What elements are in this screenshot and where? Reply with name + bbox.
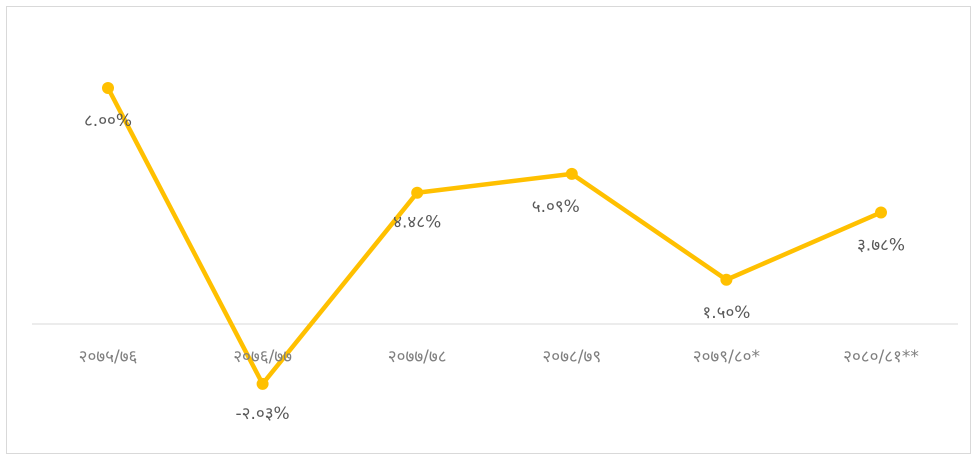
data-label-2: -२.०३% <box>235 404 289 424</box>
data-point-6 <box>875 206 887 219</box>
data-label-6: ३.७८% <box>857 235 905 255</box>
x-tick-label-5: २०७९/८०* <box>693 347 760 367</box>
chart-frame <box>6 6 971 454</box>
series-line <box>105 85 884 387</box>
data-label-4: ५.०९% <box>532 197 580 217</box>
x-tick-label-1: २०७५/७६ <box>79 347 138 367</box>
data-label-1: ८.००% <box>84 111 132 131</box>
data-point-4 <box>565 167 578 180</box>
data-point-5 <box>720 273 733 286</box>
data-point-1 <box>102 82 114 94</box>
data-point-2 <box>256 377 269 390</box>
data-point-3 <box>411 186 424 199</box>
x-tick-label-2: २०७६/७७ <box>233 347 292 367</box>
x-tick-label-4: २०७८/७९ <box>542 347 601 367</box>
x-tick-label-3: २०७७/७८ <box>388 347 447 367</box>
data-label-5: १.५०% <box>702 303 750 323</box>
x-tick-label-6: २०८०/८१** <box>843 347 919 367</box>
data-label-3: ४.४८% <box>393 213 441 233</box>
